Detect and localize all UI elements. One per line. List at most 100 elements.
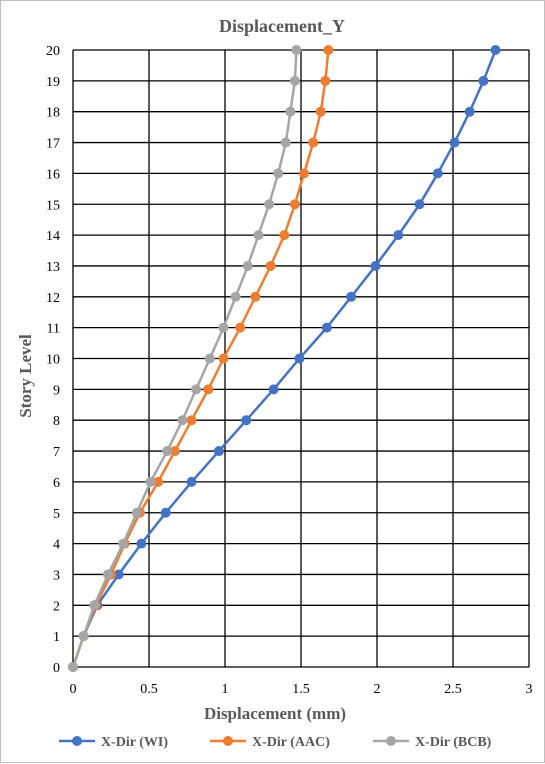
data-point [186, 476, 197, 487]
data-point [191, 384, 202, 395]
data-point [218, 322, 229, 333]
data-point [186, 415, 197, 426]
y-tick-label: 10 [46, 353, 60, 368]
data-point [273, 168, 284, 179]
y-tick-label: 0 [53, 661, 60, 676]
data-point [289, 75, 300, 86]
x-tick-label: 3 [526, 682, 533, 697]
data-point [241, 415, 252, 426]
data-point [113, 569, 124, 580]
y-tick-label: 12 [46, 291, 60, 306]
x-axis-ticks: 0 0.5 1 1.5 2 2.5 3 [70, 682, 533, 697]
data-point [118, 538, 129, 549]
data-point [393, 230, 404, 241]
y-tick-label: 11 [47, 322, 60, 337]
data-point [289, 199, 300, 210]
data-point [235, 322, 246, 333]
y-tick-label: 16 [46, 167, 60, 182]
data-point [346, 291, 357, 302]
x-axis-title: Displacement (mm) [204, 704, 346, 723]
data-point [323, 45, 334, 55]
data-point [230, 291, 241, 302]
legend-marker [386, 736, 396, 746]
data-point [265, 260, 276, 271]
y-tick-label: 8 [53, 414, 60, 429]
y-tick-label: 20 [46, 44, 60, 59]
legend-label: X-Dir (WI) [101, 735, 168, 750]
data-point [169, 446, 180, 457]
data-point [218, 353, 229, 364]
x-tick-label: 2 [374, 682, 381, 697]
data-point [320, 75, 331, 86]
data-point [78, 631, 89, 642]
data-point [299, 168, 310, 179]
data-point [432, 168, 443, 179]
y-tick-label: 4 [53, 538, 60, 553]
data-point [308, 137, 319, 148]
data-point [279, 230, 290, 241]
data-point [264, 199, 275, 210]
legend-label: X-Dir (AAC) [252, 735, 330, 750]
legend-item: X-Dir (AAC) [210, 735, 330, 750]
y-axis-title: Story Level [16, 334, 35, 418]
legend-marker [72, 736, 82, 746]
chart-title: Displacement_Y [219, 16, 345, 36]
data-point [68, 662, 78, 672]
data-point [153, 476, 164, 487]
data-point [136, 538, 147, 549]
y-tick-label: 6 [53, 476, 60, 491]
legend-item: X-Dir (WI) [59, 735, 168, 750]
data-point [294, 353, 305, 364]
data-point [131, 507, 142, 518]
data-point [490, 45, 501, 55]
data-point [253, 230, 264, 241]
y-tick-label: 3 [53, 568, 60, 583]
legend-label: X-Dir (BCB) [415, 735, 492, 750]
data-point [250, 291, 261, 302]
y-tick-label: 13 [46, 260, 60, 275]
y-tick-label: 7 [53, 445, 60, 460]
data-point [414, 199, 425, 210]
x-tick-label: 0 [70, 682, 77, 697]
data-point [177, 415, 188, 426]
y-tick-label: 18 [46, 106, 60, 121]
data-point [102, 569, 113, 580]
legend-item: X-Dir (BCB) [373, 735, 492, 750]
data-point [242, 260, 253, 271]
legend-marker [223, 736, 233, 746]
x-tick-label: 2.5 [444, 682, 462, 697]
y-tick-label: 14 [46, 229, 60, 244]
x-tick-label: 1.5 [292, 682, 310, 697]
data-point [321, 322, 332, 333]
series-3 [68, 45, 302, 672]
y-tick-label: 5 [53, 507, 60, 522]
data-point [213, 446, 224, 457]
y-tick-label: 15 [46, 198, 60, 213]
data-point [285, 106, 296, 117]
series-1 [68, 45, 501, 672]
data-point [160, 507, 171, 518]
series-group [68, 45, 501, 672]
data-point [315, 106, 326, 117]
data-point [162, 446, 173, 457]
data-point [291, 45, 302, 55]
data-point [89, 600, 100, 611]
x-tick-label: 0.5 [140, 682, 158, 697]
y-tick-label: 1 [53, 630, 60, 645]
data-point [268, 384, 279, 395]
data-point [204, 353, 215, 364]
data-point [464, 106, 475, 117]
data-point [478, 75, 489, 86]
data-point [280, 137, 291, 148]
y-tick-label: 17 [46, 137, 60, 152]
x-tick-label: 1 [222, 682, 229, 697]
data-point [370, 260, 381, 271]
data-point [145, 476, 156, 487]
legend: X-Dir (WI) X-Dir (AAC) X-Dir (BCB) [59, 735, 492, 750]
data-point [203, 384, 214, 395]
y-tick-label: 19 [46, 75, 60, 90]
y-tick-label: 2 [53, 599, 60, 614]
